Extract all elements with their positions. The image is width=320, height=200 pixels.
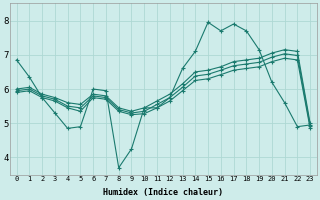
X-axis label: Humidex (Indice chaleur): Humidex (Indice chaleur) bbox=[103, 188, 223, 197]
